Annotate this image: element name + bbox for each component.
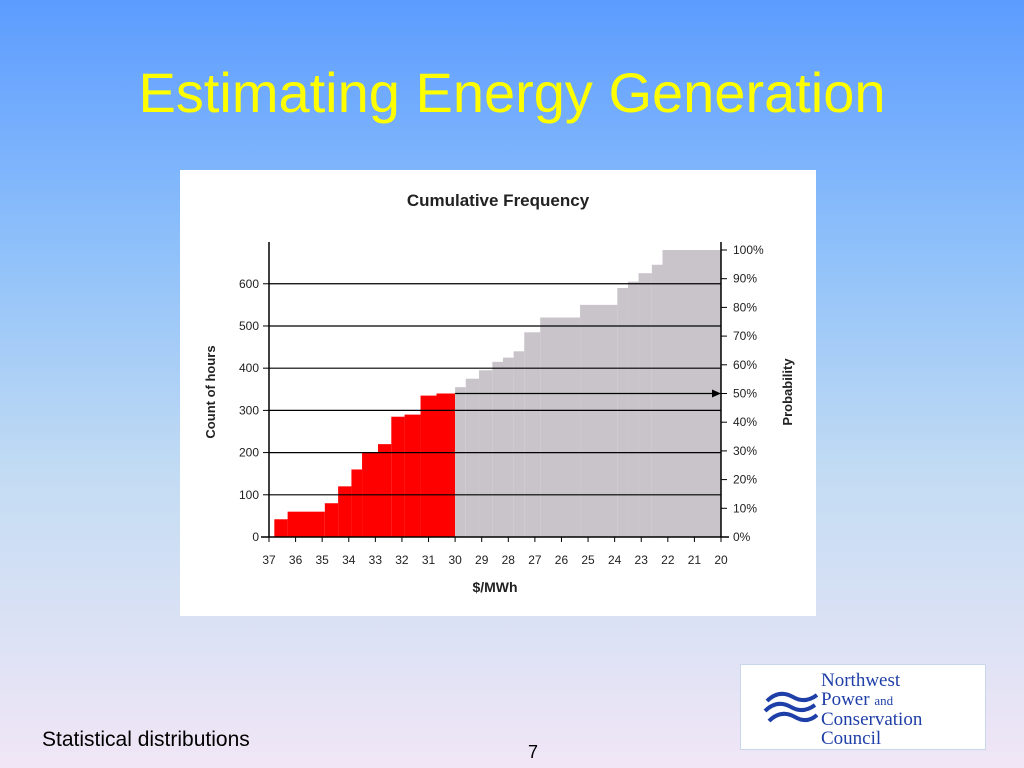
y-tick-label: 400 — [239, 361, 259, 375]
y-tick-label: 300 — [239, 403, 259, 417]
y-tick-label: 200 — [239, 446, 259, 460]
chart-title: Cumulative Frequency — [407, 191, 590, 210]
cumulative-step-bar — [617, 287, 628, 537]
x-tick-label: 20 — [714, 553, 728, 567]
y2-tick-label: 70% — [733, 329, 757, 343]
cumulative-step-bar — [479, 370, 493, 537]
x-tick-label: 33 — [369, 553, 383, 567]
x-tick-label: 31 — [422, 553, 436, 567]
cumulative-step-bar — [420, 395, 437, 537]
cumulative-step-bar — [524, 332, 541, 537]
cumulative-step-bar — [580, 304, 618, 537]
cumulative-step-bar — [436, 393, 456, 537]
y2-tick-label: 30% — [733, 444, 757, 458]
logo-text: Northwest Power and Conservation Council — [821, 671, 922, 748]
x-axis-label: $/MWh — [472, 579, 517, 595]
x-tick-label: 26 — [555, 553, 569, 567]
y2-tick-label: 0% — [733, 530, 751, 544]
x-tick-label: 30 — [448, 553, 462, 567]
cumulative-step-bar — [455, 387, 466, 537]
logo-word-power: Power — [821, 689, 870, 710]
cumulative-frequency-chart: Cumulative Frequency 0 100 200 300 400 500 600… — [203, 191, 795, 595]
x-tick-label: 21 — [688, 553, 702, 567]
x-tick-label: 25 — [581, 553, 595, 567]
y2-tick-label: 50% — [733, 387, 757, 401]
x-tick-label: 22 — [661, 553, 675, 567]
x-tick-label: 28 — [502, 553, 516, 567]
slide-title: Estimating Energy Generation — [138, 61, 886, 124]
cumulative-step-bar — [274, 519, 288, 537]
y-tick-label: 0 — [252, 530, 259, 544]
cumulative-step-bar — [404, 414, 421, 537]
logo-word-and: and — [874, 693, 894, 708]
cumulative-step-bar — [324, 503, 339, 537]
cumulative-step-bar — [391, 416, 405, 537]
cumulative-step-bar — [627, 281, 639, 537]
x-tick-label: 35 — [315, 553, 329, 567]
y2-tick-label: 90% — [733, 272, 757, 286]
y-tick-label: 100 — [239, 488, 259, 502]
cumulative-step-bar — [638, 273, 652, 537]
arrow-head-icon — [712, 389, 721, 398]
cumulative-step-bar — [492, 361, 503, 537]
x-tick-label: 34 — [342, 553, 356, 567]
cumulative-step-bar — [378, 444, 392, 537]
cumulative-step-bar — [351, 469, 363, 537]
y2-tick-label: 40% — [733, 415, 757, 429]
x-tick-label: 27 — [528, 553, 542, 567]
x-tick-label: 36 — [289, 553, 303, 567]
cumulative-step-bar — [651, 264, 663, 537]
cumulative-step-bar — [465, 378, 480, 537]
x-tick-label: 32 — [395, 553, 409, 567]
cumulative-step-bar — [287, 511, 325, 537]
x-tick-label: 24 — [608, 553, 622, 567]
waves-icon — [763, 691, 819, 723]
x-tick-label: 29 — [475, 553, 489, 567]
page-number: 7 — [528, 742, 539, 762]
logo-line-4: Council — [821, 728, 882, 749]
y2-tick-label: 80% — [733, 300, 757, 314]
x-tick-label: 37 — [262, 553, 276, 567]
y2-axis-label: Probability — [780, 358, 795, 426]
x-tick-label: 23 — [635, 553, 649, 567]
cumulative-step-bar — [513, 351, 525, 537]
cumulative-step-bar — [338, 486, 352, 537]
y2-tick-label: 10% — [733, 501, 757, 515]
y-tick-label: 600 — [239, 277, 259, 291]
council-logo: Northwest Power and Conservation Council — [740, 664, 986, 750]
chart-panel: Cumulative Frequency 0 100 200 300 400 500 600… — [180, 170, 816, 616]
y2-tick-label: 20% — [733, 473, 757, 487]
logo-line-3: Conservation — [821, 709, 923, 730]
logo-line-2: Power and — [821, 690, 922, 710]
y2-tick-label: 100% — [733, 243, 764, 257]
y-tick-label: 500 — [239, 319, 259, 333]
logo-line-1: Northwest — [821, 670, 901, 691]
plot-area: 0 100 200 300 400 500 600 0% 10% 20% 30% 40% 50% 60% 7… — [239, 242, 764, 567]
footer-topic: Statistical distributions — [42, 728, 250, 751]
y-axis-label: Count of hours — [203, 345, 218, 438]
cumulative-step-bar — [502, 357, 514, 537]
y2-tick-label: 60% — [733, 358, 757, 372]
cumulative-step-bar — [540, 317, 581, 537]
